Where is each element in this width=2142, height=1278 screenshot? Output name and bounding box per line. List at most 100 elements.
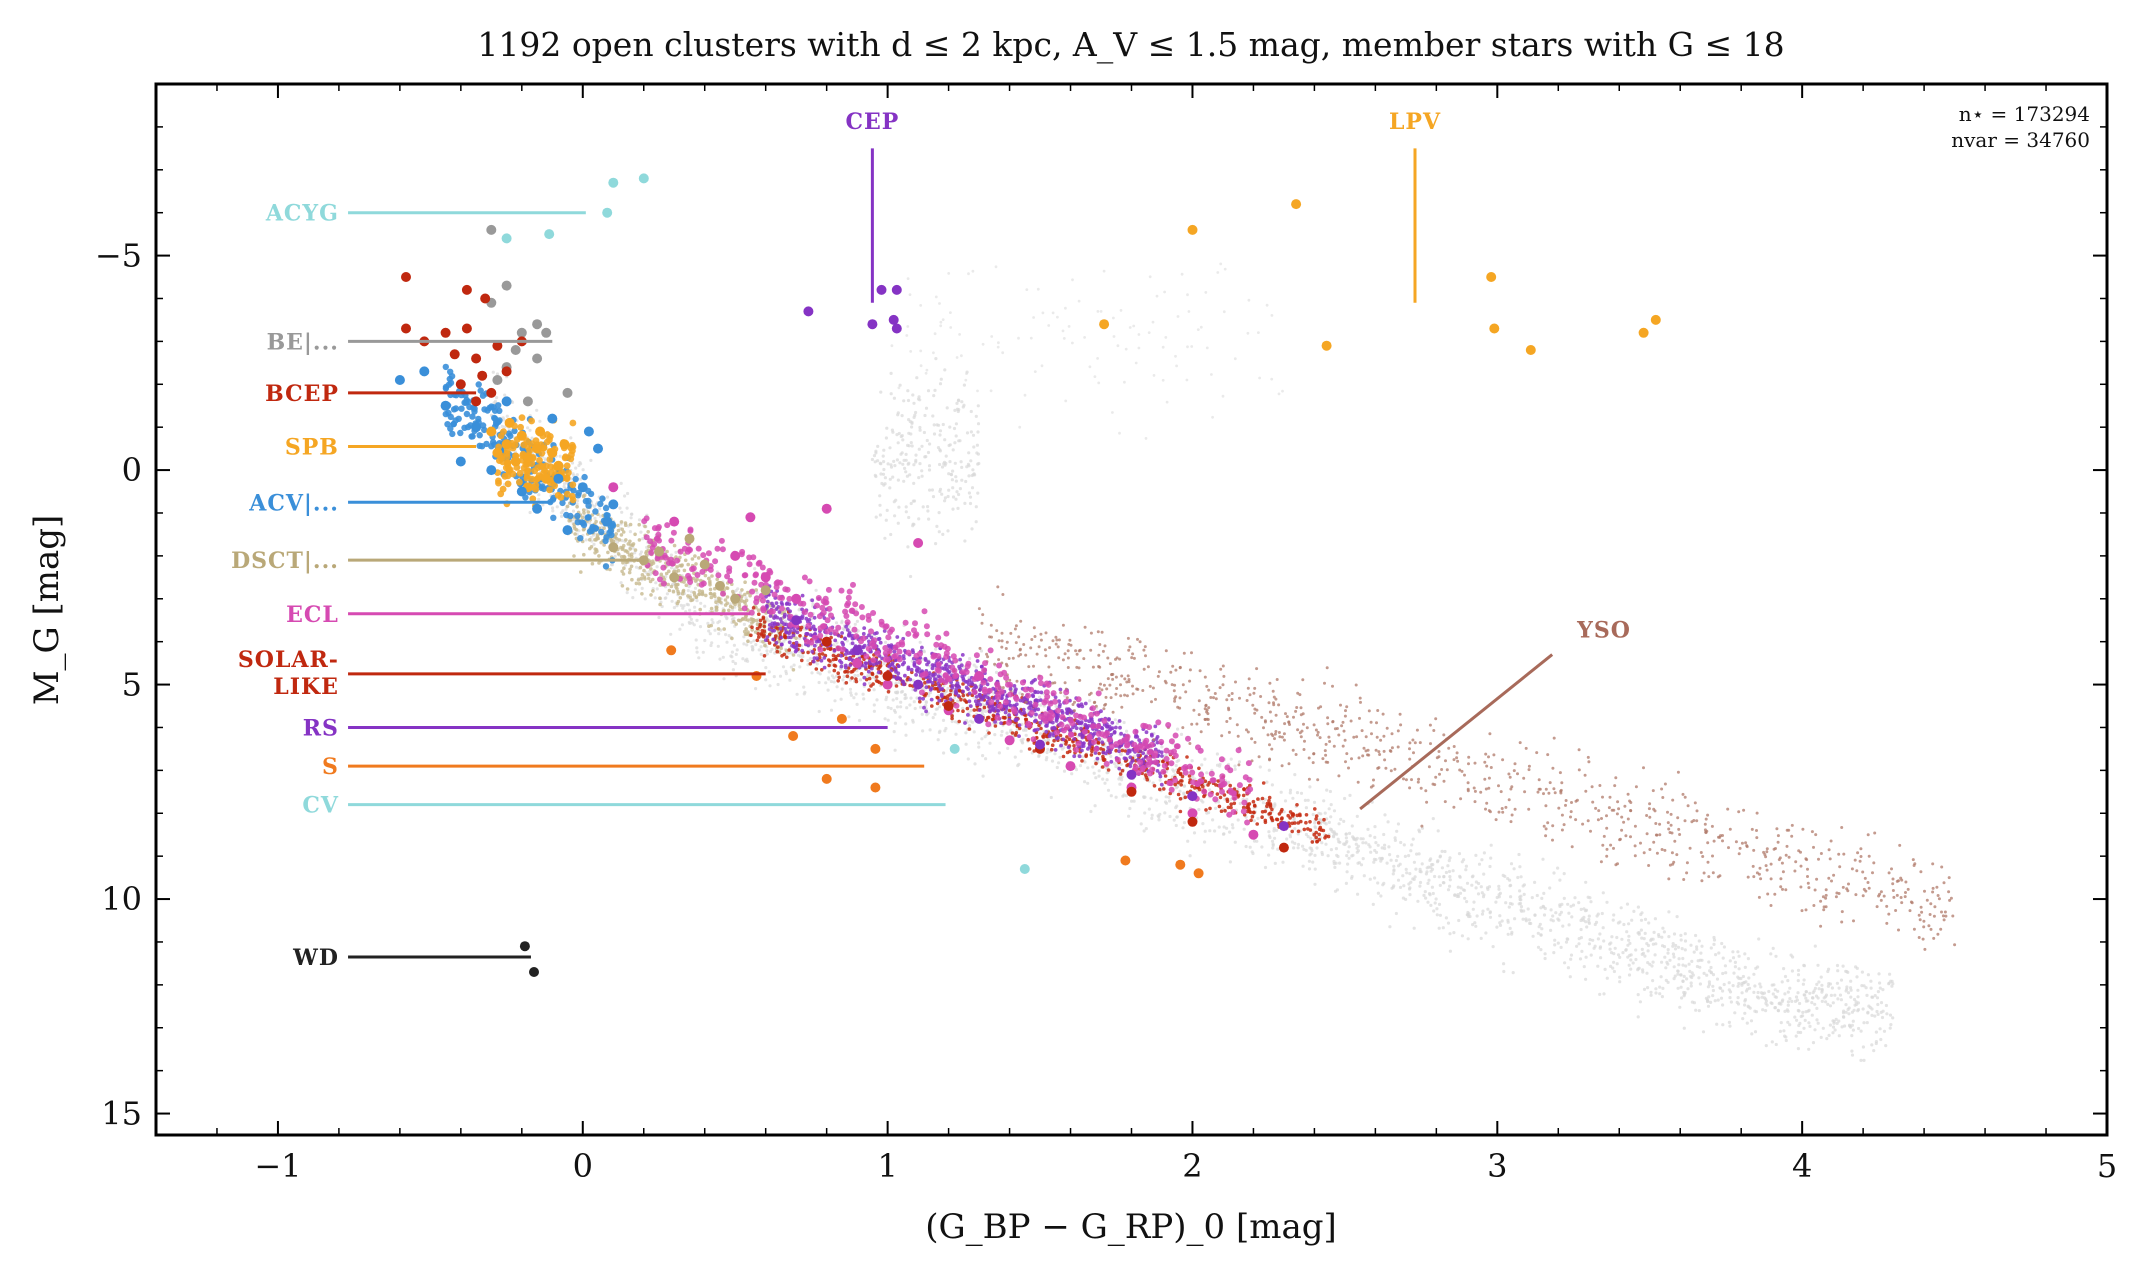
solar-like-population-point [948,692,952,697]
background-star-point [1587,914,1591,918]
background-star-point [886,718,890,722]
background-star-point [1639,918,1644,922]
background-star-point [1660,995,1664,999]
background-star-point [500,424,504,428]
background-star-point [943,496,948,500]
background-star-point [1627,938,1631,942]
background-star-point [1764,1044,1768,1048]
background-star-point [1564,940,1569,944]
background-star-point [1856,995,1860,999]
background-star-point [1522,909,1526,913]
background-star-point [1124,347,1128,351]
dsct-population-point [690,598,695,602]
background-star-point [1320,841,1324,845]
background-star-point [1609,941,1613,945]
background-star-point [1885,1012,1889,1016]
background-star-point [1291,796,1295,800]
dsct-population-point [791,668,796,672]
background-star-point [1061,329,1065,333]
background-star-point [1786,1009,1790,1013]
background-star-point [888,446,892,450]
background-star-point [698,625,703,629]
background-star-point [718,619,722,623]
solar-like-population-point [762,624,767,629]
background-star-point [1168,814,1172,819]
background-star-point [1689,984,1693,988]
rs-population-point [981,695,986,700]
background-star-point [1658,992,1662,996]
background-star-point [657,615,661,620]
background-star-point [1346,862,1350,866]
background-star-point [1771,992,1775,996]
background-star-point [1396,822,1400,826]
background-star-point [914,453,918,457]
background-star-point [1698,982,1702,986]
dsct-population-point [628,522,633,527]
background-star-point [1880,1015,1885,1020]
background-star-point [980,711,984,715]
rs-population-point [862,675,867,680]
background-star-point [1518,889,1522,893]
background-star-point [1285,837,1289,841]
background-star-point [1276,847,1280,851]
background-star-point [1859,1029,1863,1033]
background-star-point [1211,818,1215,822]
background-star-point [904,470,908,474]
background-star-point [706,621,710,626]
background-star-point [1412,860,1416,864]
background-star-point [1870,1013,1874,1018]
background-star-point [1448,875,1452,879]
background-star-point [1850,1053,1855,1057]
background-star-point [1720,941,1724,946]
background-star-point [1689,981,1693,985]
background-star-point [1529,921,1533,926]
background-star-point [897,505,901,509]
background-star-point [896,478,901,482]
background-star-point [1290,840,1294,844]
background-star-point [1468,914,1472,919]
background-star-point [1506,932,1510,936]
solar-like-population-point [852,667,856,672]
background-star-point [1446,888,1451,892]
background-star-point [933,712,937,716]
background-star-point [926,389,931,393]
background-star-point [1348,793,1352,798]
background-star-point [1345,854,1349,858]
background-star-point [974,520,978,524]
background-star-point [1144,827,1148,831]
background-star-point [664,575,668,579]
solar-like-population-point [1061,754,1066,759]
solar-like-population-point [751,606,756,610]
background-star-point [947,472,951,476]
background-star-point [1424,872,1428,876]
rs-population-point [1054,719,1059,723]
rs-population-point [929,697,934,702]
background-star-point [904,696,908,700]
background-star-point [910,425,914,429]
background-star-point [1404,897,1408,902]
rs-population-point [923,658,928,662]
solar-like-population-point [757,612,761,616]
background-star-point [959,460,963,464]
dsct-population-point [716,596,721,601]
background-star-point [734,652,738,657]
background-star-point [1750,1032,1754,1036]
background-star-point [971,468,975,472]
solar-like-population-point [1322,817,1326,822]
background-star-point [1516,875,1520,880]
background-star-point [1859,1058,1863,1062]
background-star-point [1838,993,1843,997]
background-star-point [598,514,603,518]
background-star-point [798,665,802,669]
solar-like-population-point [1228,783,1232,788]
solar-like-population-point [1295,803,1299,807]
background-star-point [954,732,958,736]
background-star-point [944,454,948,458]
background-star-point [938,429,943,433]
background-star-point [1866,973,1870,977]
solar-like-population-point [808,662,813,666]
dsct-population-point [609,538,614,543]
dsct-population-point [662,577,667,582]
background-star-point [1359,863,1364,867]
